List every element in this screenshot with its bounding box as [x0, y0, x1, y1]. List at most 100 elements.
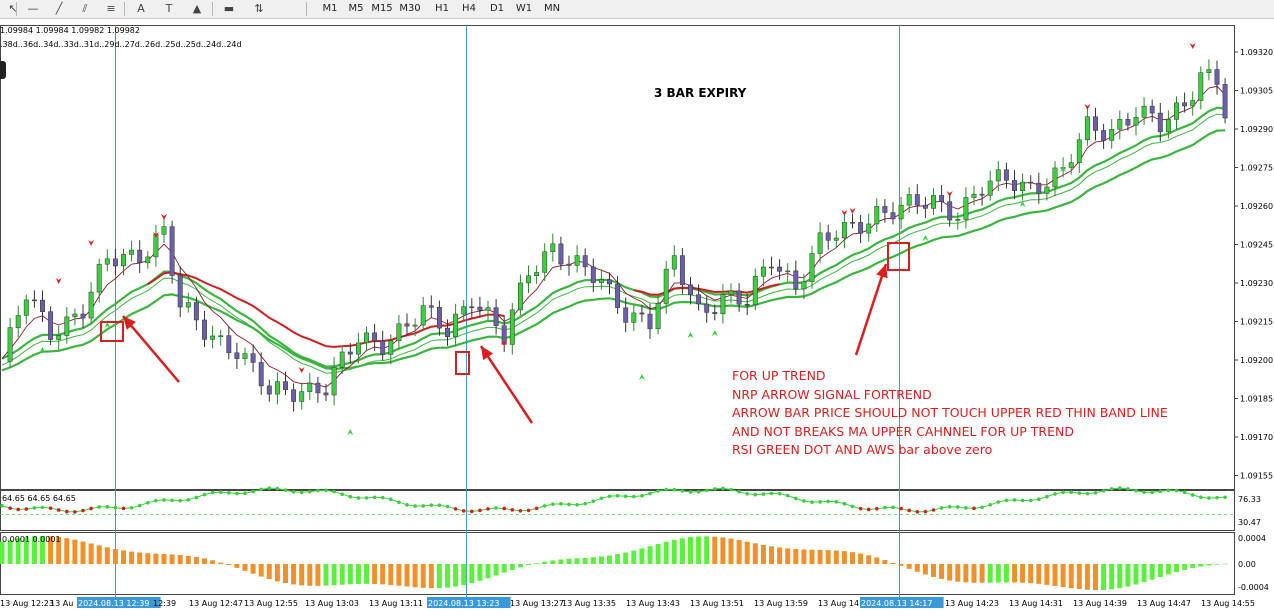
panel-toggle-button[interactable]: [0, 61, 6, 79]
text-icon[interactable]: A: [137, 2, 145, 15]
timeframe-h1-button[interactable]: H1: [435, 3, 449, 14]
candle-body: [631, 312, 637, 323]
aws-histogram-bar: [1149, 564, 1155, 580]
candle: [210, 325, 216, 349]
candle-body: [1044, 186, 1050, 194]
candle: [639, 304, 645, 323]
rsi-dot: [931, 508, 936, 512]
candle-body: [137, 249, 143, 263]
candle-body: [882, 206, 888, 213]
rsi-dot: [470, 509, 474, 514]
timeframe-m1-button[interactable]: M1: [322, 3, 338, 14]
time-axis-label: 13 Aug 13:03: [305, 599, 359, 608]
time-axis-label: 13 Aug 13:11: [369, 599, 423, 608]
candle-body: [850, 222, 855, 224]
timeframe-mn-button[interactable]: MN: [543, 3, 561, 14]
candle-body: [161, 226, 167, 235]
candle-body: [258, 362, 264, 387]
sell-arrow-icon: [946, 191, 953, 197]
candle-body: [906, 194, 912, 206]
candle-body: [922, 204, 928, 209]
aws-histogram-bar: [769, 546, 774, 564]
aws-histogram-bar: [607, 555, 612, 564]
horizontal-line-icon[interactable]: —: [27, 2, 39, 15]
candle: [477, 296, 483, 317]
rsi-dot: [915, 510, 920, 514]
candle-body: [760, 266, 766, 277]
equidistant-channel-icon[interactable]: ⫽: [82, 2, 88, 15]
candle: [7, 317, 13, 368]
candle-body: [623, 307, 629, 323]
main-pane-frame: [0, 25, 1235, 490]
timeframe-d1-button[interactable]: D1: [489, 3, 505, 14]
rsi-dot: [899, 506, 903, 511]
candle-body: [210, 335, 216, 340]
candle: [274, 372, 280, 405]
triangle-icon[interactable]: ▲: [192, 2, 202, 15]
rsi-dot: [227, 491, 231, 495]
rsi-dot: [1207, 496, 1211, 500]
aws-histogram-bar: [80, 541, 86, 564]
candle: [299, 382, 305, 410]
aws-histogram-bar: [1214, 564, 1220, 565]
timeframe-w1-button[interactable]: W1: [515, 3, 533, 14]
aws-histogram-bar: [615, 554, 621, 564]
candle-body: [1117, 119, 1123, 130]
timeframe-m30-button[interactable]: M30: [399, 3, 421, 14]
aws-histogram-bar: [23, 537, 29, 564]
aws-histogram-bar: [1068, 564, 1074, 589]
candle: [728, 283, 734, 304]
candle: [509, 302, 515, 355]
aws-histogram-bar: [817, 549, 823, 564]
candle-body: [947, 201, 953, 221]
candle: [623, 297, 629, 333]
rsi-dot: [1223, 495, 1227, 500]
candle: [574, 245, 580, 273]
timeframe-m5-button[interactable]: M5: [348, 3, 364, 14]
aws-histogram-bar: [728, 538, 734, 564]
candle-body: [315, 382, 321, 394]
aws-histogram-bar: [15, 538, 21, 564]
candle: [931, 188, 936, 215]
aws-histogram-bar: [671, 539, 677, 564]
candle: [841, 211, 847, 249]
arrows-icon[interactable]: ⇅: [254, 2, 264, 15]
candle-body: [558, 243, 564, 265]
rsi-dot: [24, 507, 29, 511]
trend-line-icon[interactable]: ╱: [55, 2, 63, 15]
aws-axis-label-zero: 0.00: [1238, 560, 1256, 569]
price-chart[interactable]: 64.65 64.65 64.65 76.33 30.47 0.0001 0.000…: [0, 19, 1274, 616]
rsi-dot: [891, 505, 895, 510]
rsi-dot: [0, 503, 4, 508]
aws-histogram-bar: [590, 557, 596, 564]
timeframe-m15-button[interactable]: M15: [371, 3, 393, 14]
candle-body: [841, 222, 847, 239]
rsi-dot: [453, 507, 458, 511]
rsi-dot: [202, 492, 207, 497]
cursor-icon[interactable]: ↖: [8, 2, 18, 15]
candle-body: [412, 324, 418, 327]
candle: [72, 308, 78, 326]
aws-histogram-bar: [1117, 564, 1123, 589]
strategy-notes: FOR UP TREND NRP ARROW SIGNAL FORTREND A…: [732, 367, 1168, 460]
candle-body: [1084, 116, 1090, 141]
aws-histogram-bar: [218, 562, 224, 564]
candle: [48, 306, 54, 346]
candle: [1012, 170, 1017, 200]
candle-body: [1052, 167, 1058, 188]
text-label-icon[interactable]: T: [165, 2, 173, 15]
candle-body: [145, 256, 151, 263]
timeframe-h4-button[interactable]: H4: [462, 3, 476, 14]
toolbar-separator: [212, 2, 213, 16]
aws-histogram-bar: [1084, 564, 1090, 590]
aws-histogram-bar: [1093, 564, 1098, 591]
rsi-axis-label-high: 76.33: [1238, 495, 1261, 504]
candle: [744, 293, 750, 316]
rectangle-icon[interactable]: ▬: [223, 2, 235, 15]
candle-body: [469, 306, 475, 308]
time-axis-label: 13 Au: [50, 599, 73, 608]
sell-arrow-icon: [841, 210, 848, 216]
candle: [1093, 107, 1098, 141]
candle-body: [777, 266, 783, 272]
fibonacci-icon[interactable]: ≡: [106, 2, 116, 15]
